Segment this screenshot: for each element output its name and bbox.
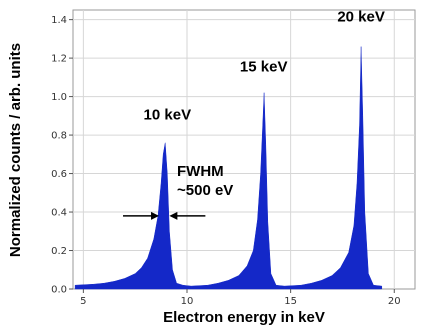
peak-label: 10 keV xyxy=(144,107,192,124)
peak-labels: 10 keV 15 keV 20 keV xyxy=(144,9,385,124)
y-tick-label: 1.0 xyxy=(51,92,67,103)
y-tick-label: 1.4 xyxy=(51,15,67,26)
x-tick-label: 20 xyxy=(388,296,401,307)
data-areas xyxy=(74,46,383,290)
peak-label: 15 keV xyxy=(240,59,288,76)
fwhm-right-arrowhead xyxy=(169,211,178,220)
y-tick-label: 1.2 xyxy=(51,54,67,65)
spectrum-area xyxy=(74,142,192,290)
peak-label: 20 keV xyxy=(337,9,385,26)
fwhm-left-arrowhead xyxy=(151,211,160,220)
x-tick-label: 10 xyxy=(181,296,194,307)
fwhm-label: FWHM xyxy=(177,163,224,180)
y-axis-label: Normalized counts / arb. units xyxy=(7,43,24,257)
y-tick-label: 0.6 xyxy=(51,169,67,180)
spectrum-area xyxy=(284,46,383,290)
y-tick-label: 0.4 xyxy=(51,208,67,219)
x-tick-label: 15 xyxy=(284,296,297,307)
fwhm-value: ~500 eV xyxy=(177,182,233,199)
y-tick-label: 0.0 xyxy=(51,285,67,296)
y-axis-ticks: 0.0 0.2 0.4 0.6 0.8 1.0 1.2 1.4 xyxy=(51,15,73,296)
fwhm-annotation: FWHM ~500 eV xyxy=(123,163,233,220)
y-tick-label: 0.2 xyxy=(51,246,67,257)
x-axis-ticks: 5 10 15 20 xyxy=(80,289,401,307)
spectrum-area xyxy=(190,92,285,290)
x-tick-label: 5 xyxy=(80,296,86,307)
x-axis-label: Electron energy in keV xyxy=(163,309,325,326)
y-tick-label: 0.8 xyxy=(51,131,67,142)
